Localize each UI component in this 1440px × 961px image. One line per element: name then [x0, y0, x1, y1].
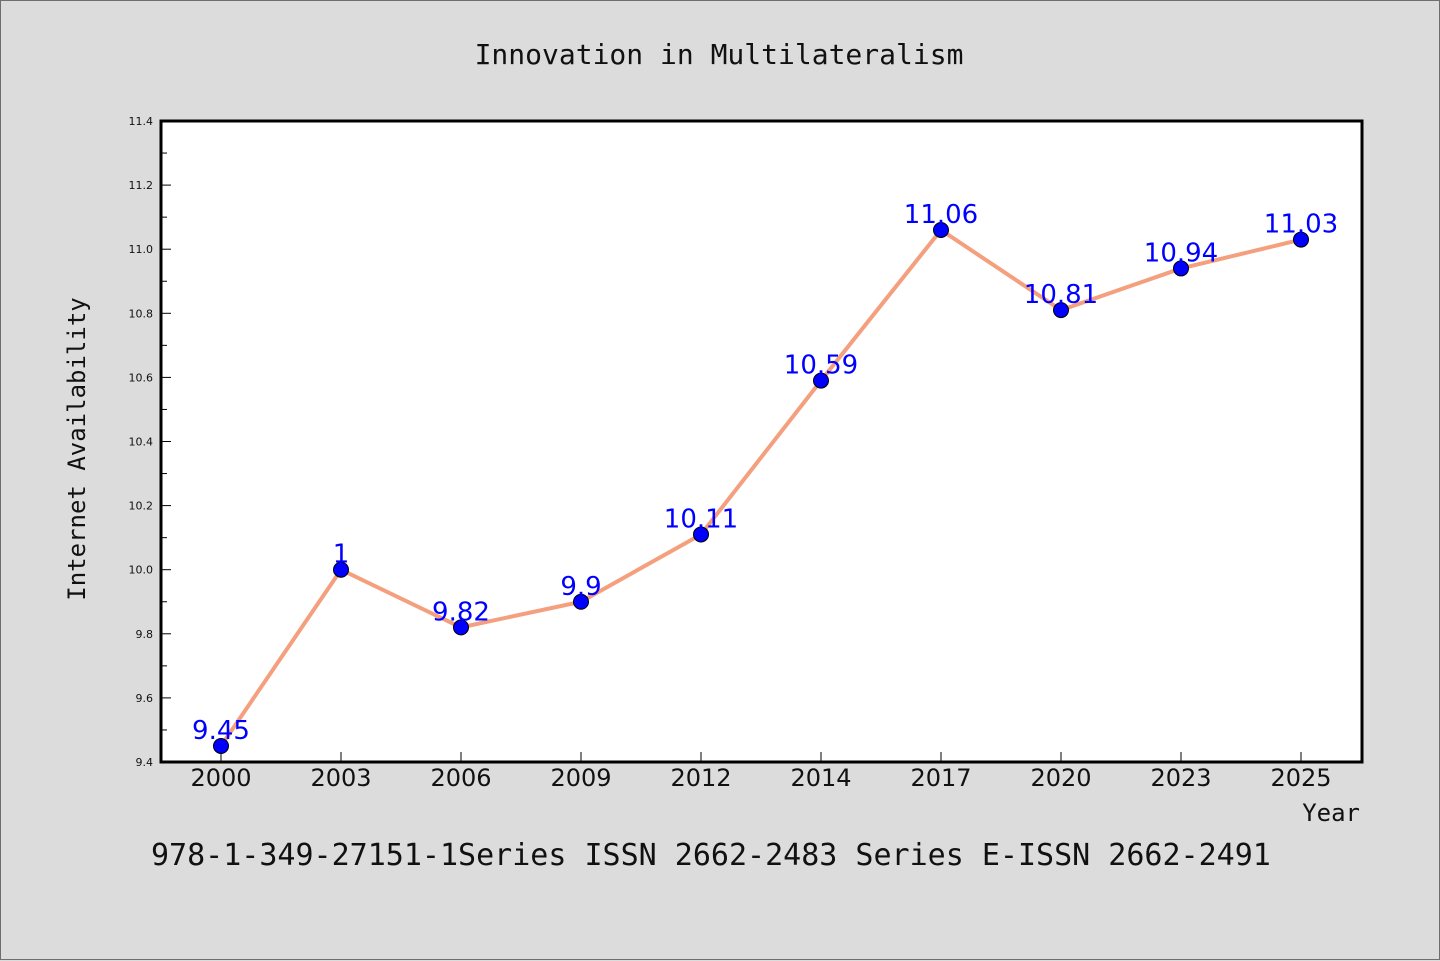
x-tick-label: 2009 [550, 764, 611, 792]
y-axis-label: Internet Availability [63, 297, 91, 600]
series-markers [213, 221, 1309, 754]
y-tick-label: 9.6 [136, 692, 154, 705]
data-point [1293, 231, 1309, 248]
x-tick-label: 2020 [1030, 764, 1091, 792]
data-label: 9.9 [560, 572, 601, 602]
plot-border [159, 119, 1364, 764]
data-label: 11.06 [904, 200, 978, 230]
data-labels: 9.45 1 9.82 9.9 10.11 10.59 11.06 10.81 10.94 11.… [192, 200, 1338, 746]
series-line [219, 227, 1302, 748]
x-tick-label: 2025 [1270, 764, 1331, 792]
data-point [213, 737, 229, 754]
y-tick-label: 9.4 [136, 756, 154, 769]
y-tick-label: 10.0 [129, 564, 154, 577]
data-point [1053, 302, 1069, 319]
y-tick-label: 11.2 [129, 179, 154, 192]
chart-title: Innovation in Multilateralism [475, 38, 964, 71]
y-tick-label: 11.0 [129, 243, 154, 256]
x-tick-label: 2000 [190, 764, 251, 792]
footer-isbn-text: 978-1-349-27151-1Series ISSN 2662-2483 S… [151, 838, 1271, 873]
data-point [573, 593, 589, 610]
x-tick-label: 2006 [430, 764, 491, 792]
y-tick-label: 10.2 [129, 500, 154, 513]
data-label: 9.82 [432, 597, 490, 627]
x-axis-label: Year [1302, 799, 1360, 827]
data-label: 10.59 [784, 351, 858, 381]
y-tick-label: 10.6 [129, 371, 154, 384]
x-tick-label: 2012 [670, 764, 731, 792]
data-point [333, 561, 349, 578]
x-axis-ticks: 2000 2003 2006 2009 2012 2014 2017 2020 2023 2025 [190, 752, 1332, 792]
data-label: 11.03 [1264, 210, 1338, 240]
x-tick-label: 2017 [910, 764, 971, 792]
data-label: 1 [333, 540, 350, 570]
data-label: 9.45 [192, 716, 250, 746]
x-tick-label: 2023 [1150, 764, 1211, 792]
y-tick-label: 10.4 [129, 436, 154, 449]
plot-area [161, 121, 1362, 762]
y-axis-ticks: 9.4 9.6 9.8 10.0 10.2 10.4 10.6 10.8 11.0 11.2 11.… [129, 115, 171, 769]
x-tick-label: 2003 [310, 764, 371, 792]
data-point [1173, 260, 1189, 277]
data-label: 10.11 [664, 504, 738, 534]
data-point [813, 372, 829, 389]
data-point [933, 221, 949, 238]
y-tick-label: 9.8 [136, 628, 154, 641]
data-point [453, 619, 469, 636]
data-label: 10.94 [1144, 238, 1218, 268]
data-point [693, 526, 709, 543]
y-tick-label: 10.8 [129, 307, 154, 320]
data-label: 10.81 [1024, 280, 1098, 310]
y-tick-label: 11.4 [129, 115, 154, 128]
x-tick-label: 2014 [790, 764, 851, 792]
